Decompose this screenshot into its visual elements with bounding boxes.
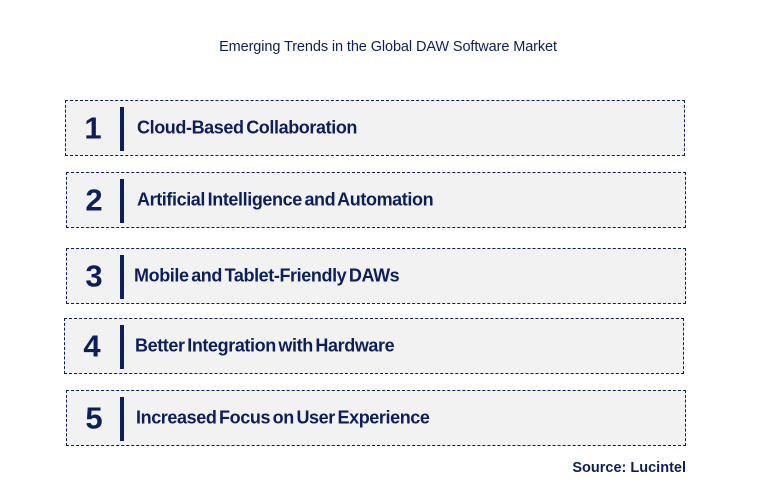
trend-card-1: 1 Cloud-Based Collaboration xyxy=(65,100,685,156)
trend-number: 1 xyxy=(84,110,102,146)
trend-card-3: 3 Mobile and Tablet-Friendly DAWs xyxy=(66,248,686,304)
trend-number: 2 xyxy=(85,182,103,218)
trend-card-5: 5 Increased Focus on User Experience xyxy=(66,390,686,446)
trend-number: 4 xyxy=(83,328,101,364)
trend-label: Artificial Intelligence and Automation xyxy=(137,189,434,210)
trend-divider xyxy=(120,255,124,299)
trend-number: 5 xyxy=(85,400,103,436)
trend-label: Mobile and Tablet-Friendly DAWs xyxy=(134,265,400,286)
diagram-title: Emerging Trends in the Global DAW Softwa… xyxy=(219,39,557,55)
trend-divider xyxy=(120,179,124,223)
trend-card-2: 2 Artificial Intelligence and Automation xyxy=(66,172,686,228)
trend-card-4: 4 Better Integration with Hardware xyxy=(64,318,684,374)
trend-divider xyxy=(120,325,124,369)
trend-divider xyxy=(120,397,124,441)
trend-label: Better Integration with Hardware xyxy=(135,335,395,356)
trend-number: 3 xyxy=(85,258,103,294)
trend-label: Increased Focus on User Experience xyxy=(136,407,430,428)
trend-label: Cloud-Based Collaboration xyxy=(137,117,358,138)
source-credit: Source: Lucintel xyxy=(572,460,686,476)
trend-divider xyxy=(120,107,124,151)
